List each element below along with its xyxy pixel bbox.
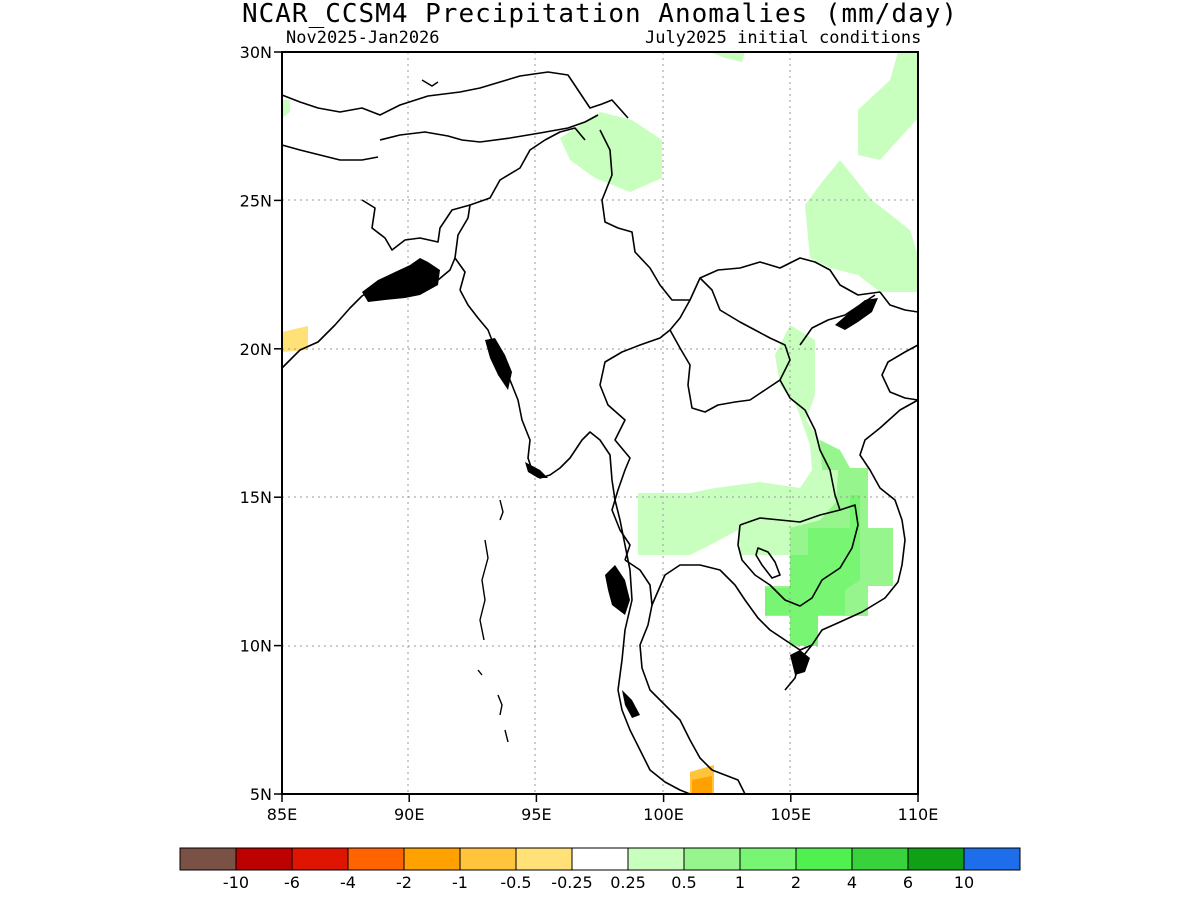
- colorbar-swatch: [235, 847, 293, 871]
- colorbar-label: -10: [223, 873, 249, 892]
- gulf-of-thailand-coast: [651, 564, 813, 651]
- lon-tick-label: 110E: [898, 805, 939, 824]
- bangladesh-border: [361, 199, 471, 291]
- initial-conditions-label: July2025 initial conditions: [645, 28, 922, 48]
- lon-tick-label: 95E: [521, 805, 551, 824]
- lat-tick-label: 20N: [240, 340, 272, 359]
- cambodia-border: [737, 504, 859, 607]
- river-deltas: [362, 258, 878, 718]
- lat-tick-label: 30N: [240, 43, 272, 62]
- colorbar: -10 -6 -4 -2 -1 -0.5 -0.25 0.25 0.5 1 2 4 6 10: [179, 847, 1021, 892]
- lon-tick-label: 100E: [643, 805, 684, 824]
- lon-tick-label: 85E: [267, 805, 297, 824]
- colorbar-swatch: [795, 847, 853, 871]
- lon-tick-label: 105E: [770, 805, 811, 824]
- colorbar-swatch: [179, 847, 237, 871]
- colorbar-label: 1: [735, 873, 745, 892]
- himalaya-border: [281, 71, 629, 119]
- colorbar-swatch: [515, 847, 573, 871]
- andaman-islands: [421, 79, 509, 743]
- anomaly-region: [560, 112, 662, 192]
- map-title: NCAR_CCSM4 Precipitation Anomalies (mm/d…: [241, 0, 959, 29]
- northeast-india-border: [479, 114, 599, 143]
- thai-peninsula-east: [624, 559, 713, 771]
- colorbar-swatch: [571, 847, 629, 871]
- colorbar-swatch: [291, 847, 349, 871]
- colorbar-swatch: [963, 847, 1021, 871]
- longitude-axis: 85E 90E 95E 100E 105E 110E: [267, 794, 939, 824]
- anomaly-region: [692, 776, 712, 794]
- myanmar-coast: [459, 289, 633, 691]
- lat-tick-label: 25N: [240, 191, 272, 210]
- anomaly-region: [282, 100, 290, 118]
- tonle-sap-lake: [755, 547, 781, 579]
- colorbar-swatch: [347, 847, 405, 871]
- colorbar-swatch: [851, 847, 909, 871]
- anomaly-region: [638, 325, 838, 555]
- colorbar-swatch: [739, 847, 797, 871]
- colorbar-swatch: [907, 847, 965, 871]
- colorbar-label: -2: [396, 873, 412, 892]
- colorbar-label: -1: [452, 873, 468, 892]
- anomaly-region: [710, 52, 745, 62]
- graticule: [282, 52, 918, 794]
- bhutan-border: [379, 131, 481, 143]
- colorbar-label: 6: [903, 873, 913, 892]
- laos-thailand-border: [669, 329, 781, 413]
- anomaly-shading: [282, 52, 918, 794]
- anomaly-region: [765, 495, 860, 645]
- vietnam-coast: [784, 291, 919, 691]
- laos-border: [699, 277, 841, 511]
- lon-tick-label: 90E: [394, 805, 424, 824]
- colorbar-label: 0.5: [671, 873, 696, 892]
- colorbar-label: -0.5: [500, 873, 531, 892]
- colorbar-label: 4: [847, 873, 857, 892]
- anomaly-region: [282, 326, 308, 352]
- colorbar-swatch: [683, 847, 741, 871]
- colorbar-label: -6: [284, 873, 300, 892]
- forecast-period-label: Nov2025-Jan2026: [286, 28, 440, 48]
- map-frame: [281, 51, 919, 795]
- nepal-border: [281, 144, 379, 161]
- colorbar-swatch: [403, 847, 461, 871]
- latitude-axis: 5N 10N 15N 20N 25N 30N: [240, 43, 282, 804]
- colorbar-label: -0.25: [551, 873, 592, 892]
- colorbar-label: 10: [954, 873, 974, 892]
- colorbar-label: -4: [340, 873, 356, 892]
- lat-tick-label: 5N: [250, 785, 272, 804]
- myanmar-west-border: [469, 127, 586, 206]
- thai-peninsula-west: [617, 689, 691, 795]
- lat-tick-label: 10N: [240, 637, 272, 656]
- anomaly-region: [858, 52, 918, 160]
- country-borders: [281, 71, 919, 795]
- anomaly-region: [805, 160, 918, 292]
- colorbar-swatch: [459, 847, 517, 871]
- colorbar-swatch: [627, 847, 685, 871]
- colorbar-label: 0.25: [610, 873, 646, 892]
- myanmar-thailand-border: [599, 299, 691, 561]
- lat-tick-label: 15N: [240, 488, 272, 507]
- malaysia-east-coast: [711, 769, 746, 795]
- colorbar-label: 2: [791, 873, 801, 892]
